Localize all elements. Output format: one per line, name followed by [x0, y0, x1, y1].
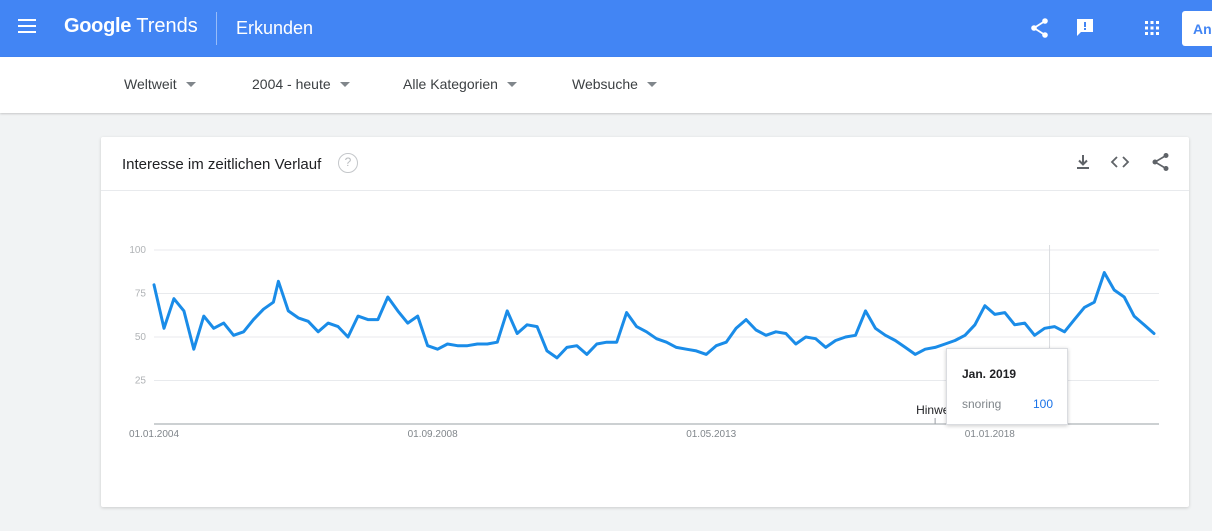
y-tick-label: 100 [129, 245, 146, 256]
region-caret-icon [185, 82, 196, 87]
category-caret-icon [506, 82, 517, 87]
signin-button[interactable]: Anmelden [1182, 11, 1212, 46]
card-title: Interesse im zeitlichen Verlauf [122, 156, 322, 173]
region-label: Weltweit [124, 76, 177, 92]
category-label: Alle Kategorien [403, 76, 498, 92]
card-divider [101, 190, 1189, 191]
x-tick-label: 01.01.2018 [965, 429, 1015, 440]
download-icon[interactable] [1072, 151, 1094, 173]
y-tick-label: 25 [135, 376, 147, 387]
interest-over-time-card: Interesse im zeitlichen Verlauf ? 25 50 75… [101, 137, 1189, 507]
top-app-bar: Google Trends Erkunden Anmelden [0, 0, 1212, 57]
x-tick-label: 01.09.2008 [408, 429, 458, 440]
apps-icon[interactable] [1140, 16, 1164, 40]
tooltip-series-name: snoring [962, 397, 1002, 411]
header-divider [216, 12, 217, 45]
share-icon[interactable] [1150, 151, 1172, 173]
x-tick-label: 01.05.2013 [686, 429, 736, 440]
menu-icon[interactable] [18, 19, 36, 33]
embed-icon[interactable] [1109, 151, 1131, 173]
time-range-label: 2004 - heute [252, 76, 331, 92]
time-range-dropdown[interactable]: 2004 - heute [252, 76, 350, 92]
region-dropdown[interactable]: Weltweit [124, 76, 196, 92]
search-type-dropdown[interactable]: Websuche [572, 76, 657, 92]
logo-trends-text: Trends [136, 15, 198, 37]
tooltip-value: 100 [1032, 397, 1053, 411]
search-type-caret-icon [646, 82, 657, 87]
category-dropdown[interactable]: Alle Kategorien [403, 76, 517, 92]
page-title: Erkunden [236, 18, 314, 38]
share-icon[interactable] [1028, 16, 1052, 40]
y-tick-label: 50 [135, 332, 147, 343]
google-trends-logo[interactable]: Google Trends [64, 15, 198, 38]
series-line-snoring [152, 271, 1156, 360]
search-type-label: Websuche [572, 76, 638, 92]
tooltip-date: Jan. 2019 [962, 367, 1017, 381]
y-tick-label: 75 [135, 289, 147, 300]
feedback-icon[interactable] [1073, 16, 1097, 40]
filter-bar: Weltweit 2004 - heute Alle Kategorien We… [0, 57, 1212, 113]
help-icon[interactable]: ? [338, 153, 358, 173]
chart-tooltip: Jan. 2019 snoring 100 [946, 348, 1068, 425]
time-range-caret-icon [339, 82, 350, 87]
x-tick-label: 01.01.2004 [129, 429, 179, 440]
logo-google-text: Google [64, 15, 132, 37]
